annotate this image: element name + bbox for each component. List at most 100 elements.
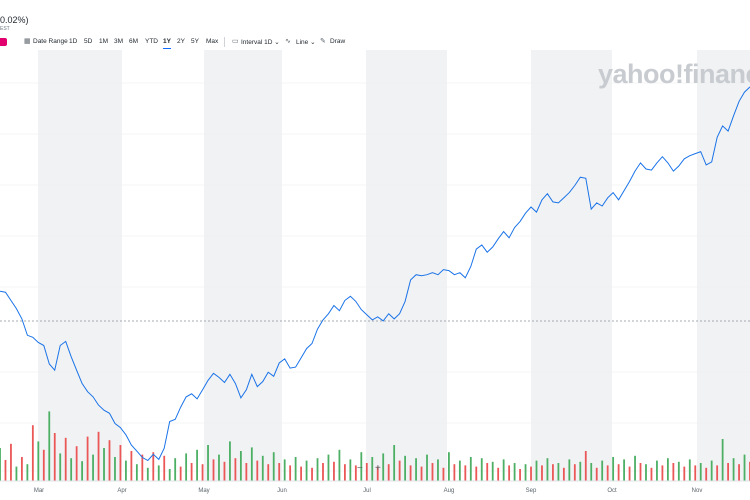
volume-bar (135, 464, 138, 481)
volume-bar (557, 463, 560, 481)
volume-bar (108, 440, 111, 481)
volume-bar (4, 460, 7, 481)
volume-bar (218, 454, 220, 481)
volume-bar (157, 465, 160, 481)
volume-bar (458, 460, 461, 481)
chart-type-label: Line (296, 39, 309, 46)
volume-bar (562, 467, 565, 481)
draw-button[interactable]: Draw (330, 38, 346, 45)
volume-bar (705, 467, 708, 481)
volume-bar (606, 465, 609, 481)
month-label: Apr (117, 488, 126, 494)
month-band (38, 50, 122, 481)
volume-bar (261, 455, 264, 481)
volume-bar (294, 457, 297, 481)
volume-bar (650, 467, 653, 481)
volume-bar (568, 459, 571, 481)
interval-value: 1D (264, 39, 273, 46)
volume-bar (42, 449, 45, 481)
volume-bar (64, 437, 67, 481)
volume-bars (0, 411, 750, 481)
range-6m[interactable]: 6M (129, 38, 139, 45)
month-axis: Mar Apr May Jun Jul Aug Sep Oct Nov (34, 488, 703, 494)
volume-bar (688, 459, 691, 481)
volume-bar (382, 453, 385, 481)
volume-bar (141, 454, 144, 481)
volume-bar (327, 454, 330, 481)
interval-icon: ▭ (232, 38, 239, 45)
date-range-button[interactable]: Date Range (33, 38, 68, 45)
interval-label: Interval (241, 39, 263, 46)
chevron-down-icon: ⌄ (310, 39, 316, 46)
volume-bar (743, 454, 746, 481)
pencil-icon: ✎ (320, 38, 326, 45)
volume-bar (371, 457, 374, 481)
range-ytd[interactable]: YTD (145, 38, 158, 45)
volume-bar (508, 465, 511, 481)
volume-bar (250, 447, 253, 481)
volume-bar (212, 459, 215, 481)
volume-bar (541, 465, 543, 481)
volume-bar (502, 459, 505, 481)
volume-bar (661, 465, 664, 481)
volume-bar (677, 461, 680, 481)
volume-bar (92, 454, 94, 481)
volume-bar (278, 463, 281, 481)
volume-bar (234, 458, 237, 481)
chart-type-button[interactable]: Line ⌄ (296, 38, 316, 46)
alert-badge-icon[interactable] (0, 38, 7, 46)
month-label: Jun (277, 488, 287, 494)
volume-bar (185, 453, 188, 481)
volume-bar (207, 445, 209, 481)
volume-bar (305, 460, 308, 481)
volume-bar (0, 448, 1, 481)
volume-bar (497, 467, 500, 481)
volume-bar (595, 467, 598, 481)
volume-bar (524, 464, 527, 481)
volume-bar (86, 436, 89, 481)
volume-bar (601, 460, 604, 481)
volume-bar (579, 461, 582, 481)
range-5d[interactable]: 5D (84, 38, 93, 45)
volume-bar (152, 452, 155, 481)
interval-button[interactable]: Interval 1D ⌄ (241, 38, 280, 46)
volume-bar (623, 459, 625, 481)
volume-bar (229, 441, 231, 481)
range-3m[interactable]: 3M (114, 38, 124, 45)
volume-bar (333, 461, 335, 481)
volume-bar (612, 457, 615, 481)
volume-bar (283, 459, 286, 481)
volume-bar (311, 467, 313, 481)
volume-bar (365, 463, 368, 481)
volume-bar (174, 458, 177, 481)
month-label: Oct (607, 488, 617, 494)
month-label: Nov (692, 488, 703, 494)
month-label: Mar (34, 488, 44, 494)
range-1m[interactable]: 1M (99, 38, 109, 45)
volume-bar (513, 463, 516, 481)
range-max[interactable]: Max (206, 38, 219, 45)
zoom-controls: − + (352, 463, 388, 477)
range-1d[interactable]: 1D (69, 38, 78, 45)
volume-bar (10, 443, 12, 481)
volume-bar (710, 460, 713, 481)
volume-bar (464, 465, 467, 481)
volume-bar (634, 455, 636, 481)
month-band (366, 50, 447, 481)
volume-bar (338, 449, 341, 481)
range-5y[interactable]: 5Y (191, 38, 199, 45)
range-2y[interactable]: 2Y (177, 38, 185, 45)
zoom-out-button[interactable]: − (357, 463, 363, 474)
volume-bar (59, 453, 62, 481)
volume-bar (81, 461, 84, 481)
volume-bar (617, 464, 620, 481)
volume-bar (453, 464, 456, 481)
volume-bar (179, 466, 182, 481)
zoom-in-button[interactable]: + (375, 463, 381, 474)
volume-bar (672, 463, 675, 481)
volume-bar (727, 463, 730, 481)
volume-bar (573, 464, 576, 481)
volume-bar (37, 441, 40, 481)
range-1y[interactable]: 1Y (163, 38, 171, 49)
